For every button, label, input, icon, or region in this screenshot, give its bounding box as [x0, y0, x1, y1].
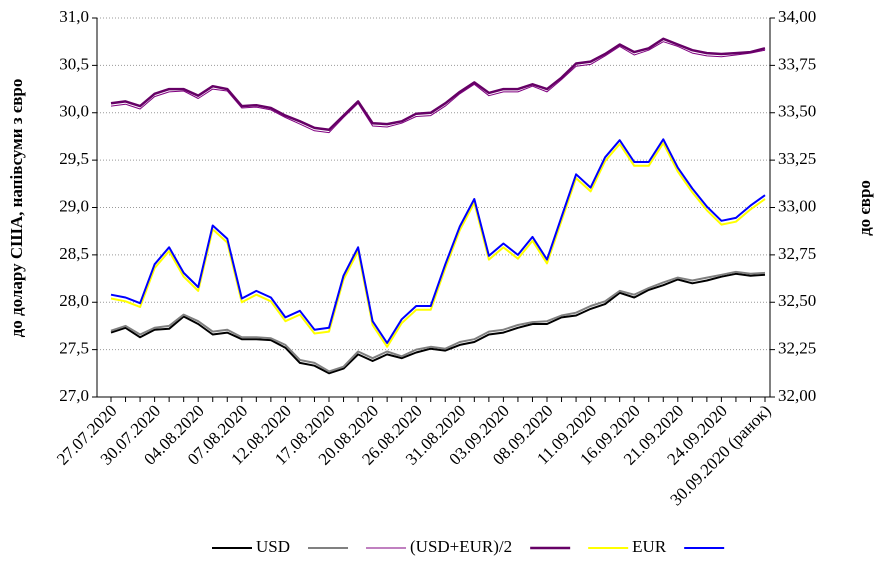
y-tick-label: 29,5: [59, 149, 89, 168]
y2-tick-label: 33,00: [778, 196, 816, 215]
series-line: [110, 272, 766, 375]
series-line: [110, 270, 766, 373]
legend-label: (USD+EUR)/2: [410, 537, 512, 556]
series-line: [110, 142, 766, 348]
y2-axis-title: до євро: [855, 180, 874, 236]
y-tick-label: 30,5: [59, 54, 89, 73]
series-line: [110, 41, 766, 134]
y2-tick-label: 33,50: [778, 102, 816, 121]
y2-tick-label: 33,25: [778, 149, 816, 168]
legend-label: EUR: [632, 537, 667, 556]
y2-tick-label: 33,75: [778, 54, 816, 73]
y-tick-label: 31,0: [59, 7, 89, 26]
legend-label: USD: [256, 537, 290, 556]
series-line: [110, 138, 766, 344]
y2-tick-label: 34,00: [778, 7, 816, 26]
y-tick-label: 29,0: [59, 196, 89, 215]
y-axis-title: до долару США, напівсуми з євро: [7, 79, 26, 338]
y2-tick-label: 32,50: [778, 291, 816, 310]
y2-tick-label: 32,00: [778, 386, 816, 405]
y-tick-label: 28,0: [59, 291, 89, 310]
y-tick-label: 27,0: [59, 386, 89, 405]
y-tick-label: 28,5: [59, 244, 89, 263]
series-line: [110, 37, 766, 132]
y2-tick-label: 32,75: [778, 244, 816, 263]
y-tick-label: 27,5: [59, 339, 89, 358]
y-tick-label: 30,0: [59, 102, 89, 121]
y2-tick-label: 32,25: [778, 339, 816, 358]
